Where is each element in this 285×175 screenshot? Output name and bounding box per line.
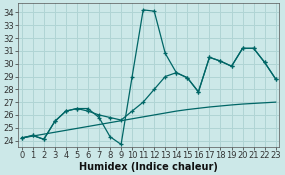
X-axis label: Humidex (Indice chaleur): Humidex (Indice chaleur) [79, 162, 218, 172]
